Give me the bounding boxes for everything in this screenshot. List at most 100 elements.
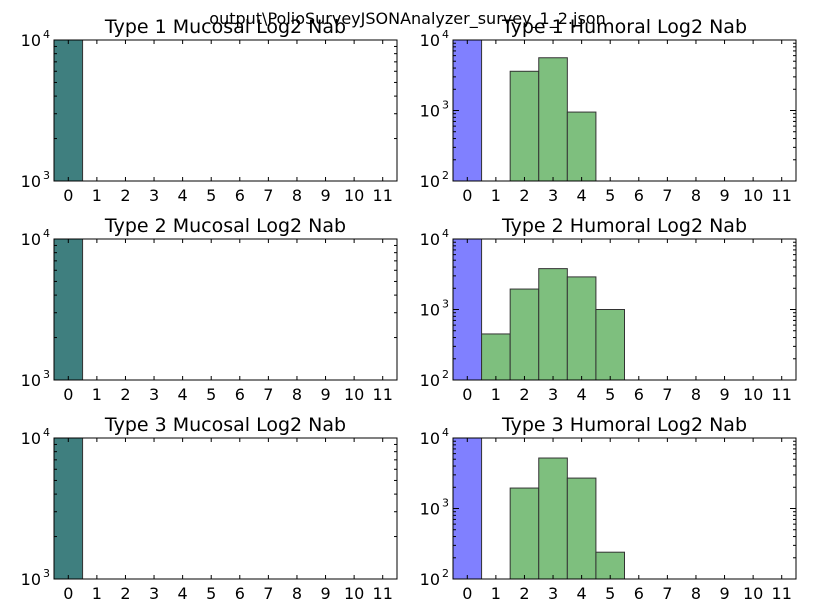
x-tick-label: 4 [178,186,188,205]
x-tick-label: 2 [120,186,130,205]
y-tick-exponent: 3 [442,497,449,510]
bar-t3-humoral-s1-2 [509,487,540,580]
x-tick-label: 10 [344,584,364,603]
x-tick-label: 0 [462,385,472,404]
x-tick-label: 6 [235,186,245,205]
y-tick-exponent: 4 [442,28,449,41]
x-tick-label: 8 [691,385,701,404]
x-tick-label: 8 [691,186,701,205]
y-tick-label: 10 [420,570,440,589]
x-tick-label: 10 [344,385,364,404]
y-tick-label: 10 [420,230,440,249]
y-tick-exponent: 2 [442,368,449,381]
y-tick-exponent: 4 [442,227,449,240]
x-tick-label: 5 [605,584,615,603]
x-tick-label: 9 [320,385,330,404]
x-tick-label: 3 [149,186,159,205]
axes-frame [452,39,797,182]
x-tick-label: 8 [292,385,302,404]
y-tick-label: 10 [21,570,41,589]
x-tick-label: 1 [491,584,501,603]
x-tick-label: 9 [320,584,330,603]
subplot-title: Type 1 Mucosal Log2 Nab [104,16,346,38]
x-tick-label: 1 [92,385,102,404]
axes-frame [53,39,398,182]
bar-t2-humoral-s1-1 [481,333,511,381]
subplot-title: Type 2 Mucosal Log2 Nab [104,215,346,237]
y-tick-exponent: 2 [442,567,449,580]
x-tick-label: 6 [634,385,644,404]
x-tick-label: 1 [491,186,501,205]
x-tick-label: 0 [462,584,472,603]
y-tick-exponent: 3 [43,368,50,381]
x-tick-label: 1 [92,186,102,205]
x-tick-label: 1 [491,385,501,404]
y-tick-label: 10 [21,31,41,50]
bar-t3-humoral-s1-3 [538,457,568,580]
x-tick-label: 11 [772,584,792,603]
y-tick-exponent: 4 [43,28,50,41]
bar-t2-mucosal-s0-0 [53,238,84,381]
x-tick-label: 11 [373,186,393,205]
y-tick-label: 10 [420,371,440,390]
subplot-title: Type 2 Humoral Log2 Nab [501,215,747,237]
bar-t1-humoral-s1-4 [566,111,597,182]
x-tick-label: 11 [772,385,792,404]
x-tick-label: 11 [772,186,792,205]
y-tick-exponent: 3 [43,567,50,580]
x-tick-label: 7 [662,385,672,404]
x-tick-label: 7 [662,584,672,603]
y-tick-exponent: 2 [442,169,449,182]
x-tick-label: 8 [292,584,302,603]
subplot-title: Type 1 Humoral Log2 Nab [501,16,747,38]
bar-t1-humoral-s1-3 [538,57,568,182]
x-tick-label: 3 [548,385,558,404]
y-tick-exponent: 4 [43,227,50,240]
bar-t1-mucosal-s0-0 [53,39,84,182]
y-tick-label: 10 [420,31,440,50]
y-tick-label: 10 [21,230,41,249]
y-tick-label: 10 [420,500,440,519]
x-tick-label: 2 [519,186,529,205]
x-tick-label: 5 [206,186,216,205]
figure-suptitle: output\PolioSurveyJSONAnalyzer_survey_1_… [209,9,606,28]
x-tick-label: 1 [92,584,102,603]
x-tick-label: 11 [373,584,393,603]
y-tick-exponent: 3 [442,298,449,311]
axes-frame [53,238,398,381]
subplot-title: Type 3 Humoral Log2 Nab [501,414,747,436]
y-tick-exponent: 4 [43,426,50,439]
y-tick-label: 10 [420,429,440,448]
bar-t2-humoral-s1-2 [509,288,540,381]
y-tick-label: 10 [420,172,440,191]
x-tick-label: 7 [263,385,273,404]
x-tick-label: 10 [743,186,763,205]
x-tick-label: 5 [605,385,615,404]
axes-frame [53,437,398,580]
y-tick-label: 10 [420,301,440,320]
y-tick-label: 10 [21,371,41,390]
x-tick-label: 2 [519,584,529,603]
x-tick-label: 5 [206,584,216,603]
x-tick-label: 3 [548,186,558,205]
x-tick-label: 3 [548,584,558,603]
x-tick-label: 4 [577,385,587,404]
x-tick-label: 6 [634,584,644,603]
x-tick-label: 8 [691,584,701,603]
x-tick-label: 4 [577,584,587,603]
y-tick-exponent: 4 [442,426,449,439]
subplot-title: Type 3 Mucosal Log2 Nab [104,414,346,436]
x-tick-label: 0 [462,186,472,205]
x-tick-label: 6 [235,584,245,603]
x-tick-label: 2 [519,385,529,404]
x-tick-label: 5 [605,186,615,205]
bar-t2-humoral-s1-4 [566,276,597,381]
x-tick-label: 11 [373,385,393,404]
x-tick-label: 0 [63,186,73,205]
x-tick-label: 4 [178,584,188,603]
